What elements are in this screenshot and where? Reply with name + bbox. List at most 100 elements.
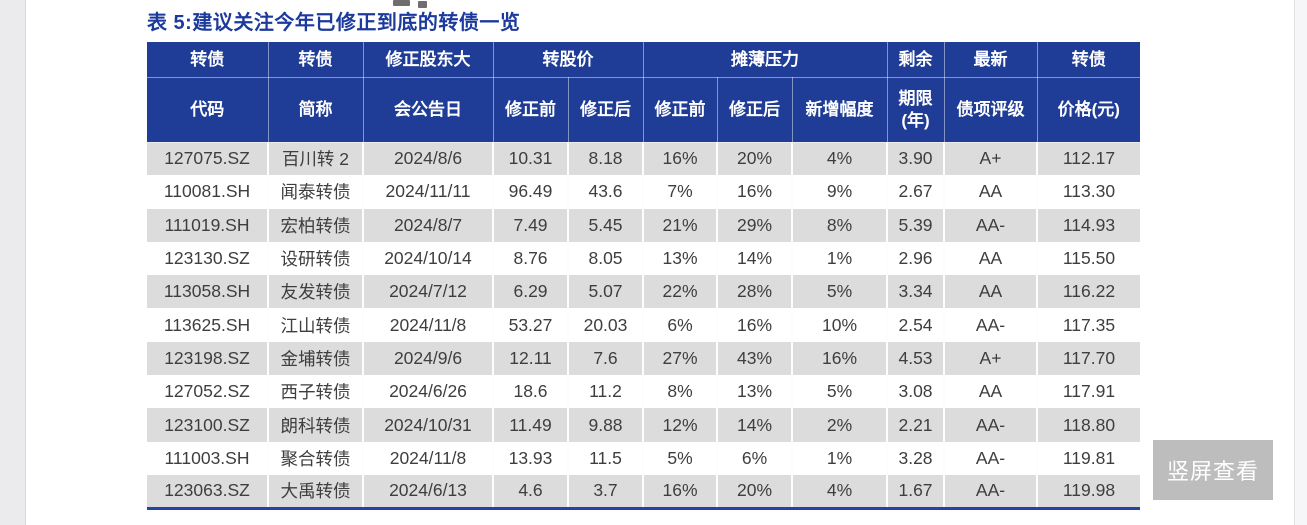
cell-remaining-term-years: 3.34 <box>887 275 945 309</box>
cell-bond-price-yuan: 118.80 <box>1037 408 1140 442</box>
cell-conv-price-after: 7.6 <box>568 341 644 376</box>
cell-bond-abbr: 金埔转债 <box>268 341 364 376</box>
cell-dilution-after: 14% <box>717 241 793 276</box>
cell-dilution-increase: 16% <box>792 341 888 376</box>
table-row: 123198.SZ 金埔转债 2024/9/6 12.11 7.6 27% 43% 16% 4.… <box>147 341 1140 376</box>
cropped-text-fragment <box>393 0 410 6</box>
cell-bond-abbr: 聚合转债 <box>268 441 364 475</box>
cell-meeting-announce-date: 2024/8/7 <box>363 208 494 242</box>
cell-dilution-increase: 2% <box>792 408 888 442</box>
cell-meeting-announce-date: 2024/11/11 <box>363 175 494 209</box>
cell-bond-abbr: 朗科转债 <box>268 408 364 442</box>
cell-bond-code: 123100.SZ <box>147 408 269 442</box>
cell-dilution-increase: 1% <box>792 441 888 475</box>
cell-conv-price-after: 9.88 <box>568 408 644 442</box>
cell-bond-price-yuan: 116.22 <box>1037 275 1140 309</box>
portrait-view-button[interactable]: 竖屏查看 <box>1153 440 1273 500</box>
header-bond-abbr-top: 转债 <box>267 42 364 78</box>
cell-latest-rating: A+ <box>944 142 1038 176</box>
header-dilution-after: 修正后 <box>716 76 793 143</box>
cell-bond-price-yuan: 119.81 <box>1037 441 1140 475</box>
cell-bond-abbr: 友发转债 <box>268 275 364 309</box>
cell-bond-abbr: 宏柏转债 <box>268 208 364 242</box>
cell-dilution-before: 12% <box>643 408 718 442</box>
cell-remaining-term-years: 2.67 <box>887 175 945 209</box>
header-announce-date-top: 修正股东大 <box>362 42 494 78</box>
cell-remaining-term-years: 3.28 <box>887 441 945 475</box>
cell-bond-price-yuan: 119.98 <box>1037 474 1140 509</box>
header-dilution-pressure-group: 摊薄压力 <box>642 42 888 78</box>
cell-dilution-after: 6% <box>717 441 793 475</box>
cell-conv-price-before: 8.76 <box>493 241 569 276</box>
cell-meeting-announce-date: 2024/10/14 <box>363 241 494 276</box>
cell-dilution-increase: 8% <box>792 208 888 242</box>
cell-latest-rating: AA- <box>944 441 1038 475</box>
cell-bond-code: 113058.SH <box>147 275 269 309</box>
cell-latest-rating: AA- <box>944 408 1038 442</box>
table-row: 113058.SH 友发转债 2024/7/12 6.29 5.07 22% 28% 5% 3.… <box>147 275 1140 309</box>
cell-conv-price-before: 12.11 <box>493 341 569 376</box>
cell-latest-rating: AA <box>944 175 1038 209</box>
table-body: 127075.SZ 百川转 2 2024/8/6 10.31 8.18 16% 20% 4% 3… <box>147 142 1140 509</box>
cell-dilution-before: 27% <box>643 341 718 376</box>
header-row-2: 代码 简称 会公告日 修正前 修正后 修正前 修正后 新增幅度 期限 (年) 债… <box>147 76 1140 143</box>
header-conv-price-after: 修正后 <box>567 76 644 143</box>
cell-conv-price-after: 20.03 <box>568 308 644 342</box>
cell-dilution-before: 16% <box>643 142 718 176</box>
cell-dilution-before: 8% <box>643 375 718 409</box>
cell-dilution-increase: 9% <box>792 175 888 209</box>
table-row: 113625.SH 江山转债 2024/11/8 53.27 20.03 6% 16% 10%… <box>147 308 1140 342</box>
header-dilution-increase: 新增幅度 <box>791 76 888 143</box>
cell-remaining-term-years: 5.39 <box>887 208 945 242</box>
cell-meeting-announce-date: 2024/10/31 <box>363 408 494 442</box>
cell-dilution-after: 28% <box>717 275 793 309</box>
header-bond-price-sub: 价格(元) <box>1036 76 1140 143</box>
cell-bond-price-yuan: 117.35 <box>1037 308 1140 342</box>
cell-dilution-increase: 5% <box>792 375 888 409</box>
cell-bond-price-yuan: 117.91 <box>1037 375 1140 409</box>
cell-bond-price-yuan: 114.93 <box>1037 208 1140 242</box>
cell-dilution-after: 20% <box>717 474 793 509</box>
cell-latest-rating: AA- <box>944 474 1038 509</box>
header-bond-abbr-sub: 简称 <box>267 76 364 143</box>
header-row-1: 转债 转债 修正股东大 转股价 摊薄压力 剩余 最新 转债 <box>147 42 1140 78</box>
header-bond-code-sub: 代码 <box>147 76 269 143</box>
table-row: 111019.SH 宏柏转债 2024/8/7 7.49 5.45 21% 29% 8% 5.3… <box>147 208 1140 242</box>
cell-conv-price-after: 11.5 <box>568 441 644 475</box>
header-remaining-term-top: 剩余 <box>886 42 945 78</box>
cell-conv-price-after: 5.07 <box>568 275 644 309</box>
header-bond-price-top: 转债 <box>1036 42 1140 78</box>
cell-meeting-announce-date: 2024/11/8 <box>363 441 494 475</box>
cell-conv-price-before: 10.31 <box>493 142 569 176</box>
cell-dilution-after: 16% <box>717 308 793 342</box>
table-title: 表 5:建议关注今年已修正到底的转债一览 <box>147 12 521 34</box>
cell-dilution-before: 22% <box>643 275 718 309</box>
table-row: 123130.SZ 设研转债 2024/10/14 8.76 8.05 13% 14% 1% 2… <box>147 241 1140 276</box>
table-row: 123100.SZ 朗科转债 2024/10/31 11.49 9.88 12% 14% 2%… <box>147 408 1140 442</box>
bond-table-container: 转债 转债 修正股东大 转股价 摊薄压力 剩余 最新 转债 代码 简称 会公告日… <box>147 42 1140 510</box>
cell-conv-price-before: 53.27 <box>493 308 569 342</box>
cell-conv-price-after: 5.45 <box>568 208 644 242</box>
cell-bond-price-yuan: 115.50 <box>1037 241 1140 276</box>
cell-conv-price-before: 4.6 <box>493 474 569 509</box>
cell-dilution-increase: 1% <box>792 241 888 276</box>
cropped-text-fragment <box>418 1 427 8</box>
cell-dilution-after: 20% <box>717 142 793 176</box>
header-dilution-before: 修正前 <box>642 76 718 143</box>
bond-table: 转债 转债 修正股东大 转股价 摊薄压力 剩余 最新 转债 代码 简称 会公告日… <box>147 42 1140 510</box>
cell-latest-rating: AA <box>944 241 1038 276</box>
header-latest-rating-top: 最新 <box>943 42 1038 78</box>
cell-bond-code: 110081.SH <box>147 175 269 209</box>
cell-meeting-announce-date: 2024/11/8 <box>363 308 494 342</box>
cell-bond-code: 123063.SZ <box>147 474 269 509</box>
cell-bond-code: 111003.SH <box>147 441 269 475</box>
cell-remaining-term-years: 1.67 <box>887 474 945 509</box>
cell-dilution-increase: 10% <box>792 308 888 342</box>
cell-dilution-before: 16% <box>643 474 718 509</box>
cell-dilution-after: 16% <box>717 175 793 209</box>
cell-bond-code: 123198.SZ <box>147 341 269 376</box>
cell-bond-code: 111019.SH <box>147 208 269 242</box>
cell-bond-code: 127075.SZ <box>147 142 269 176</box>
cell-conv-price-after: 11.2 <box>568 375 644 409</box>
